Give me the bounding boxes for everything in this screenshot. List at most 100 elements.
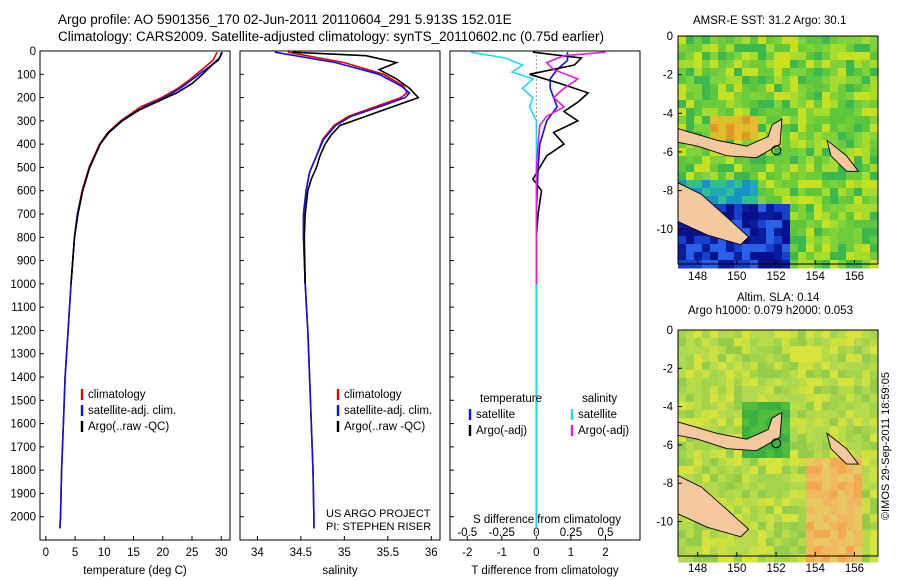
map-cell (750, 402, 759, 411)
map-cell (846, 466, 855, 475)
map-cell (750, 108, 759, 117)
map-cell (846, 330, 855, 339)
map-cell (718, 204, 727, 213)
map-cell (774, 148, 783, 157)
map-cell (798, 394, 807, 403)
map-cell (814, 196, 823, 205)
map-cell (854, 362, 863, 371)
map-cell (830, 354, 839, 363)
map-cell (782, 330, 791, 339)
map-cell (782, 172, 791, 181)
map-cell (822, 252, 831, 261)
map-cell (838, 228, 847, 237)
map-cell (750, 370, 759, 379)
map-cell (718, 196, 727, 205)
map-cell (870, 410, 879, 419)
map-cell (862, 354, 871, 363)
map-cell (838, 140, 847, 149)
map-y-tick-label: 0 (667, 31, 673, 43)
map-cell (870, 212, 879, 221)
map-cell (854, 52, 863, 61)
map-cell (758, 386, 767, 395)
map-cell (710, 330, 719, 339)
y-tick-label: 1500 (10, 395, 36, 407)
legend-label: salinity (582, 393, 617, 405)
map-cell (686, 442, 695, 451)
map-cell (782, 76, 791, 85)
map-cell (702, 68, 711, 77)
map-cell (774, 188, 783, 197)
map-cell (790, 212, 799, 221)
map-cell (838, 188, 847, 197)
map-cell (798, 442, 807, 451)
map-cell (734, 506, 743, 515)
map-cell (870, 506, 879, 515)
map-cell (686, 410, 695, 419)
map-cell (806, 84, 815, 93)
map-cell (838, 506, 847, 515)
map-cell (742, 212, 751, 221)
map-cell (734, 36, 743, 45)
map-cell (870, 36, 879, 45)
map-cell (830, 180, 839, 189)
map-cell (814, 498, 823, 507)
map-cell (710, 44, 719, 53)
map-cell (694, 386, 703, 395)
map-cell (854, 490, 863, 499)
map-cell (870, 522, 879, 531)
legend-label: Argo(..raw -QC) (88, 421, 169, 433)
map-cell (822, 60, 831, 69)
map-cell (750, 236, 759, 245)
map-cell (814, 410, 823, 419)
map-cell (734, 60, 743, 69)
map-cell (854, 378, 863, 387)
map-cell (758, 378, 767, 387)
map-cell (774, 172, 783, 181)
map-cell (814, 346, 823, 355)
map-cell (798, 140, 807, 149)
map-cell (686, 148, 695, 157)
map-cell (854, 458, 863, 467)
map-cell (854, 44, 863, 53)
map-cell (870, 402, 879, 411)
map-cell (790, 76, 799, 85)
map-cell (798, 148, 807, 157)
map-cell (694, 330, 703, 339)
map-cell (814, 354, 823, 363)
map-cell (726, 52, 735, 61)
map-cell (678, 530, 687, 539)
map-cell (854, 252, 863, 261)
map-cell (806, 228, 815, 237)
map-cell (854, 92, 863, 101)
map-cell (686, 402, 695, 411)
map-cell (774, 554, 783, 563)
map-cell (838, 100, 847, 109)
map-cell (790, 418, 799, 427)
map-cell (678, 108, 687, 117)
map-cell (822, 530, 831, 539)
map-cell (822, 538, 831, 547)
map-cell (790, 506, 799, 515)
map-cell (782, 36, 791, 45)
map-cell (830, 410, 839, 419)
map-cell (710, 482, 719, 491)
map-cell (694, 36, 703, 45)
map-cell (678, 434, 687, 443)
map-cell (774, 442, 783, 451)
map-cell (694, 466, 703, 475)
map-cell (798, 204, 807, 213)
map-cell (806, 330, 815, 339)
map-cell (734, 76, 743, 85)
map-cell (726, 196, 735, 205)
map-cell (750, 204, 759, 213)
map-cell (782, 482, 791, 491)
map-x-tick-label: 148 (688, 563, 707, 575)
map-cell (766, 156, 775, 165)
map-cell (702, 36, 711, 45)
map-cell (822, 204, 831, 213)
map-cell (790, 538, 799, 547)
map-cell (734, 394, 743, 403)
map-cell (718, 402, 727, 411)
map-cell (862, 252, 871, 261)
map-cell (822, 36, 831, 45)
